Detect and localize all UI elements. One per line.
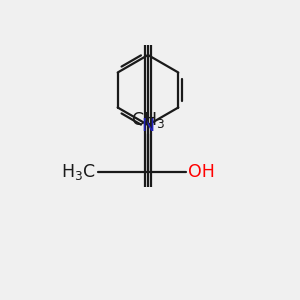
- Text: H$_3$C: H$_3$C: [61, 162, 96, 182]
- Text: N: N: [141, 117, 154, 135]
- Text: CH$_3$: CH$_3$: [131, 110, 165, 130]
- Text: OH: OH: [188, 163, 215, 181]
